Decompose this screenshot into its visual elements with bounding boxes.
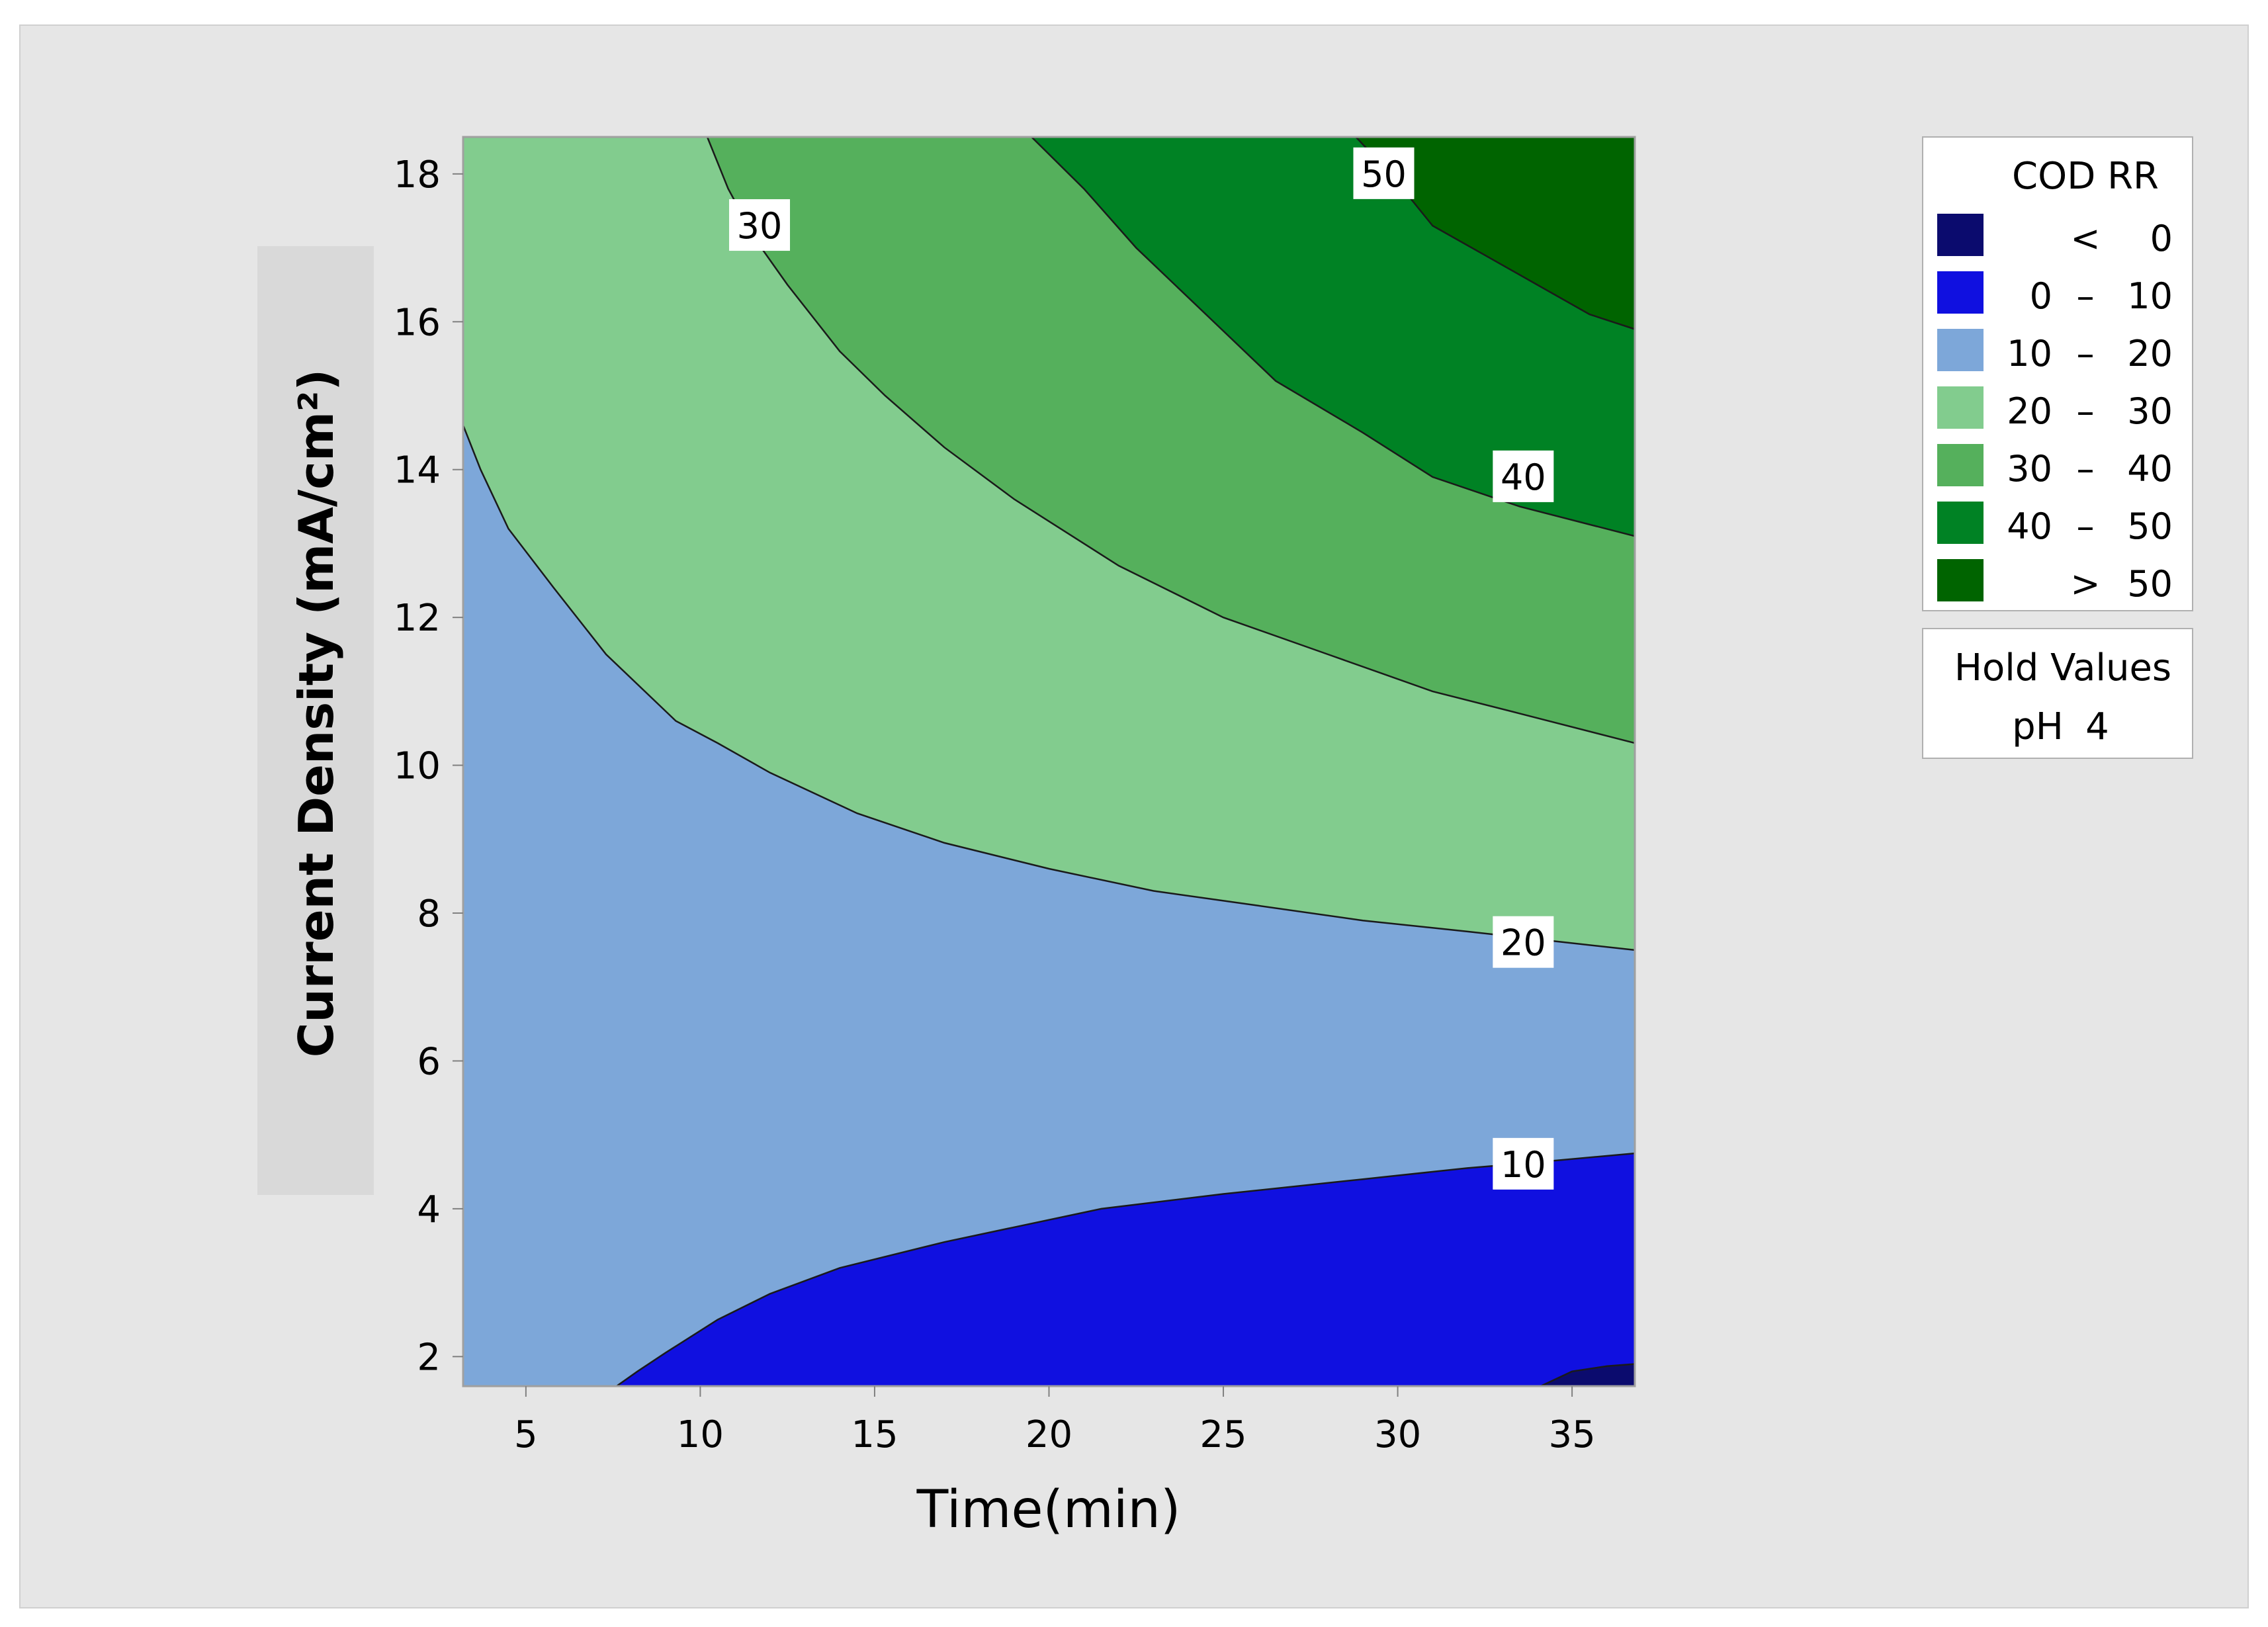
x-tick-label: 30 [1374,1413,1421,1456]
legend-range-high: 40 [2127,448,2173,490]
contour-label-40: 40 [1501,457,1546,498]
y-axis-label-background [257,246,374,1195]
legend-swatch [1937,214,1984,256]
hold-values-ph-label: pH [2012,705,2064,748]
y-tick-label: 18 [394,154,441,197]
y-axis: 2 4 6 8 10 12 14 16 18 [394,154,463,1379]
y-tick-label: 14 [394,449,441,492]
x-axis: 5 10 15 20 25 30 35 [514,1386,1596,1456]
legend-range-low: 30 [2007,448,2052,490]
y-axis-label: Current Density (mA/cm²) [288,369,344,1058]
y-tick-label: 2 [417,1336,441,1379]
contour-label-box-40 [1493,450,1554,502]
hold-values-frame [1922,628,2193,759]
legend-range-low: 20 [2007,390,2052,432]
region-above-50 [1356,137,1635,330]
hold-values-box: Hold Values pH 4 [1922,628,2193,759]
legend-range-operator: – [2077,448,2095,490]
x-axis-label: Time(min) [916,1480,1181,1540]
legend-swatch [1937,502,1984,544]
contour-line-20 [462,425,1636,951]
legend-range-operator: – [2077,390,2095,432]
legend-swatch [1937,386,1984,429]
contour-line-10 [616,1152,1636,1387]
contour-label-box-50 [1353,147,1415,199]
legend-range-high: 20 [2127,333,2173,374]
legend-range-low: 0 [2030,275,2052,317]
x-tick-label: 25 [1199,1413,1246,1456]
region-below-0 [1540,1364,1635,1386]
legend-range-high: 50 [2127,563,2173,605]
contour-label-box-20 [1493,916,1554,968]
contour-label-10: 10 [1501,1144,1546,1186]
legend-range-operator: – [2077,333,2095,374]
region-0-10 [616,1153,1635,1386]
hold-values-title: Hold Values [1954,646,2171,689]
legend-swatch [1937,444,1984,486]
legend-swatch [1937,271,1984,314]
x-tick-label: 15 [851,1413,898,1456]
y-tick-label: 6 [417,1040,441,1083]
x-tick-label: 5 [514,1413,538,1456]
x-tick-label: 10 [677,1413,724,1456]
contour-labels: 10 20 30 40 50 [729,147,1554,1190]
legend-range-operator: > [2070,563,2100,605]
legend-title: COD RR [2012,155,2159,198]
legend-range-high: 0 [2150,218,2173,259]
contour-label-50: 50 [1361,154,1407,195]
x-tick-label: 20 [1025,1413,1072,1456]
legend-range-low: 10 [2007,333,2052,374]
y-tick-label: 10 [394,745,441,788]
legend-range-operator: – [2077,275,2095,317]
legend-range-operator: – [2077,506,2095,547]
legend-swatch [1937,329,1984,371]
x-tick-label: 35 [1548,1413,1595,1456]
legend-range-low: 40 [2007,506,2052,547]
legend-range-high: 10 [2127,275,2173,317]
legend-swatch [1937,559,1984,601]
contour-line-0 [1540,1363,1636,1387]
contour-line-40 [1031,136,1636,537]
legend-range-high: 30 [2127,390,2173,432]
hold-values-ph-value: 4 [2085,705,2109,748]
y-tick-label: 16 [394,301,441,344]
contour-label-30: 30 [737,205,783,247]
contour-label-box-10 [1493,1137,1554,1190]
y-tick-label: 12 [394,597,441,640]
contour-label-box-30 [729,199,791,251]
contour-regions [463,137,1635,1386]
y-tick-label: 8 [417,893,441,936]
legend-range-high: 50 [2127,506,2173,547]
y-tick-label: 4 [417,1188,441,1231]
contour-label-20: 20 [1501,922,1546,964]
legend-range-operator: < [2070,218,2100,259]
